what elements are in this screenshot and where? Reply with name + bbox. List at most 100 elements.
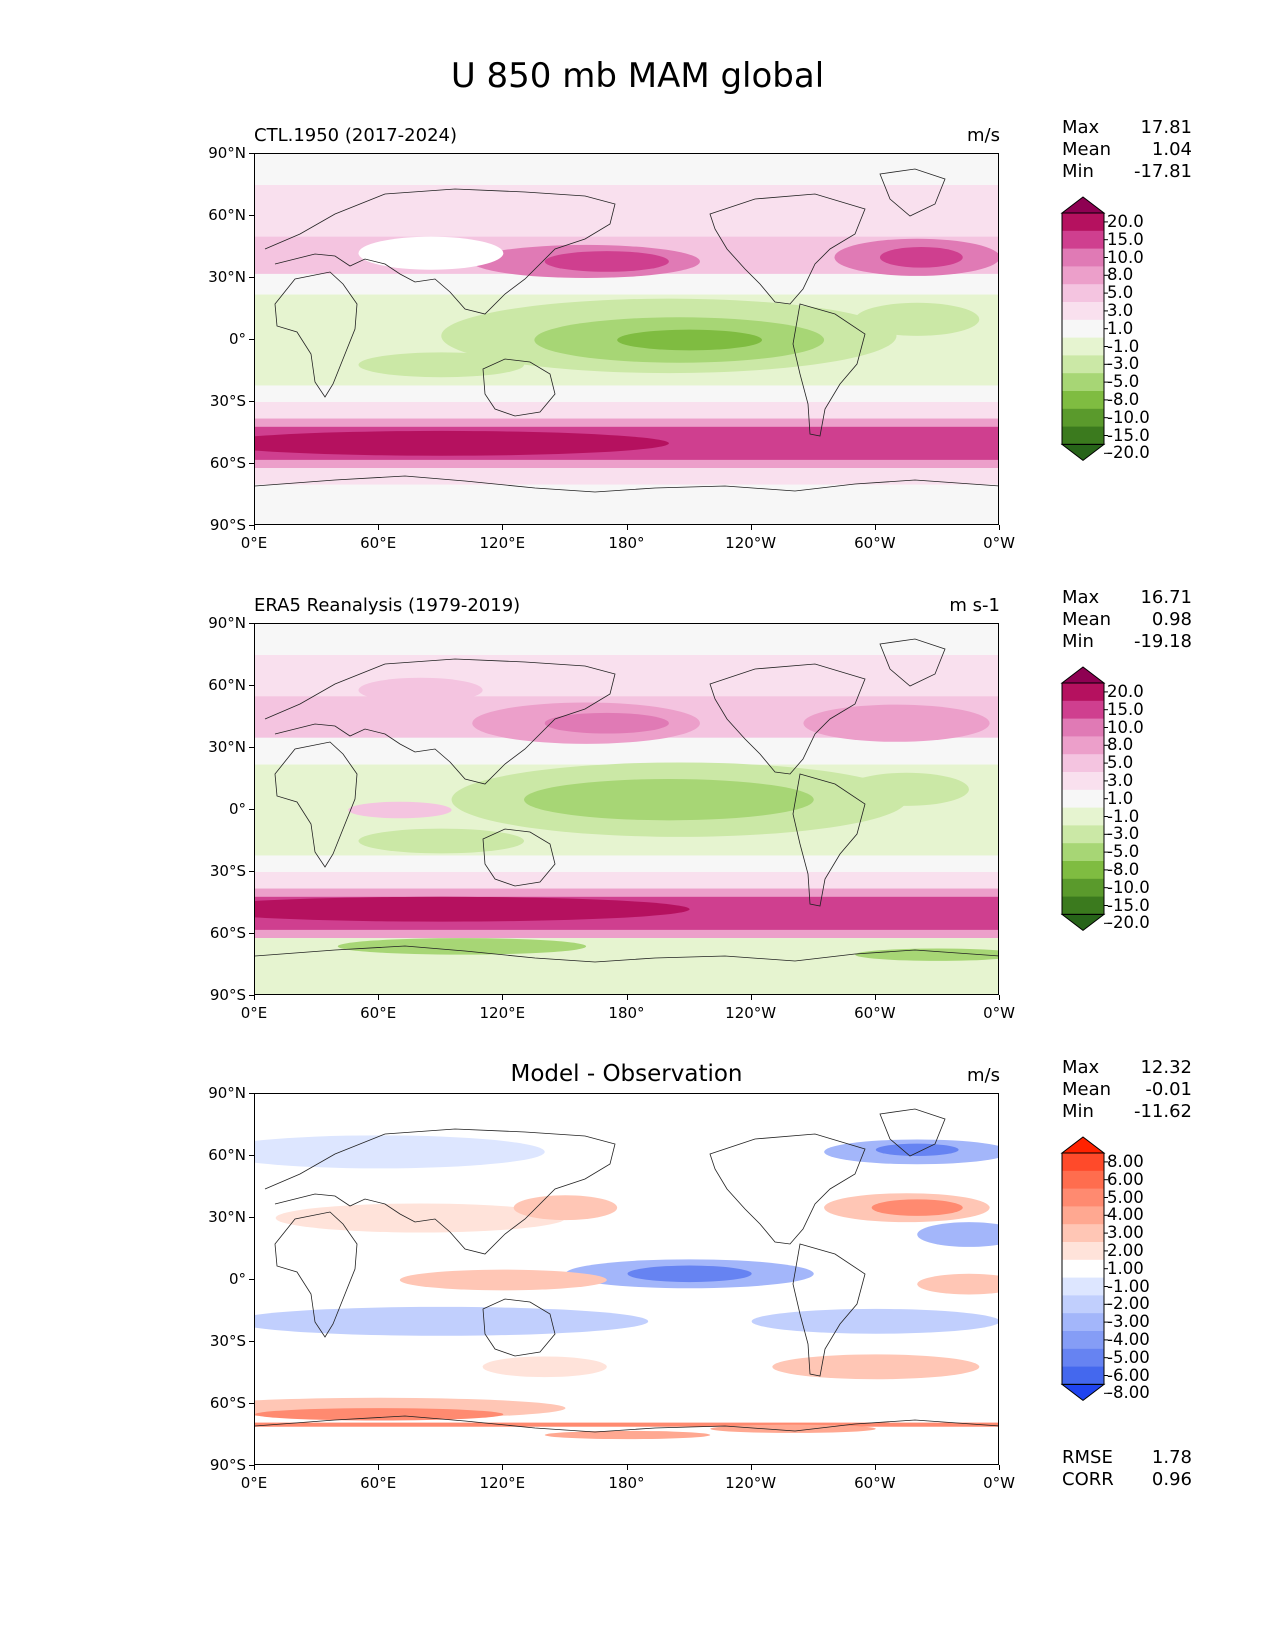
coastline bbox=[792, 773, 866, 907]
y-tick bbox=[249, 1279, 254, 1280]
x-tick bbox=[254, 995, 255, 1000]
wind-band bbox=[255, 965, 998, 994]
y-tick bbox=[249, 1403, 254, 1404]
wind-blob bbox=[255, 1135, 545, 1169]
map-plot bbox=[254, 1093, 999, 1465]
y-tick bbox=[249, 1465, 254, 1466]
colorbar-tick-label: 20.0 bbox=[1107, 681, 1144, 701]
stat-mean: Mean -0.01 bbox=[1062, 1079, 1192, 1100]
colorbar-tick-label: -8.0 bbox=[1107, 859, 1140, 879]
y-tick-label: 60°N bbox=[208, 1146, 246, 1164]
x-tick-label: 180° bbox=[608, 1474, 645, 1492]
x-tick bbox=[750, 995, 752, 1000]
y-tick-label: 0° bbox=[228, 330, 246, 348]
wind-band bbox=[255, 484, 998, 524]
y-tick-label: 30°S bbox=[209, 862, 246, 880]
x-tick-label: 120°W bbox=[725, 1474, 777, 1492]
colorbar-extend-top bbox=[1060, 1136, 1106, 1154]
stat-max: Max 17.81 bbox=[1062, 117, 1192, 138]
coastline bbox=[255, 1415, 998, 1433]
colorbar-tick-label: 5.0 bbox=[1107, 753, 1134, 773]
colorbar-bin bbox=[1062, 700, 1104, 720]
wind-blob bbox=[875, 1143, 959, 1156]
x-tick-label: 0°W bbox=[983, 1004, 1015, 1022]
y-tick bbox=[249, 1093, 254, 1094]
coastline bbox=[879, 638, 946, 687]
y-tick-label: 60°S bbox=[209, 1394, 246, 1412]
stat-min: Min -17.81 bbox=[1062, 161, 1192, 182]
colorbar-bin bbox=[1062, 825, 1104, 844]
stats-box: Max 12.32 Mean -0.01 Min -11.62 bbox=[1062, 1057, 1192, 1123]
map-plot bbox=[254, 623, 999, 995]
panel-era5: ERA5 Reanalysis (1979-2019) m s-1 90°N 60… bbox=[0, 470, 1275, 1022]
x-tick-label: 120°W bbox=[725, 1004, 777, 1022]
y-tick-label: 30°S bbox=[209, 392, 246, 410]
y-tick bbox=[249, 339, 254, 340]
colorbar-tick-label: 3.0 bbox=[1107, 770, 1134, 790]
stat-min: Min -19.18 bbox=[1062, 631, 1192, 652]
panel-diff: Model - Observation m/s 90°N 60°N 30°N 0° 30… bbox=[0, 940, 1275, 1492]
stats-box: Max 16.71 Mean 0.98 Min -19.18 bbox=[1062, 587, 1192, 653]
colorbar-bin bbox=[1062, 373, 1104, 392]
y-tick bbox=[249, 809, 254, 810]
colorbar-extend-bottom bbox=[1060, 443, 1106, 462]
colorbar-extend-top bbox=[1060, 666, 1106, 684]
colorbar-bin bbox=[1062, 1170, 1104, 1190]
y-tick-label: 90°N bbox=[208, 614, 246, 632]
x-tick bbox=[502, 525, 504, 530]
colorbar-tick-label: 6.00 bbox=[1107, 1169, 1144, 1189]
colorbar-bin bbox=[1062, 1331, 1104, 1350]
colorbar-tick-label: -10.0 bbox=[1107, 877, 1150, 897]
colorbar-extend-bottom bbox=[1060, 1383, 1106, 1402]
coastline bbox=[264, 188, 616, 315]
colorbar-tick-label: -1.0 bbox=[1107, 806, 1140, 826]
x-tick bbox=[750, 525, 752, 530]
stat-rmse: RMSE 1.78 bbox=[1062, 1447, 1192, 1468]
x-tick-label: 60°E bbox=[360, 1004, 397, 1022]
x-tick bbox=[378, 1465, 380, 1470]
x-tick-label: 60°E bbox=[360, 534, 397, 552]
wind-blob bbox=[513, 1195, 618, 1221]
stats-box: Max 17.81 Mean 1.04 Min -17.81 bbox=[1062, 117, 1192, 183]
colorbar-tick-label: 1.00 bbox=[1107, 1258, 1144, 1278]
colorbar-tick-label: 8.00 bbox=[1107, 1151, 1144, 1171]
wind-blob bbox=[255, 1408, 504, 1421]
colorbar-bin bbox=[1062, 1188, 1104, 1207]
coastline bbox=[255, 945, 998, 963]
y-tick-label: 90°N bbox=[208, 1084, 246, 1102]
panel-title: Model - Observation bbox=[510, 1061, 743, 1087]
coastline bbox=[255, 475, 998, 493]
colorbar-bin bbox=[1062, 1295, 1104, 1314]
colorbar-tick-label: -1.0 bbox=[1107, 336, 1140, 356]
wind-band bbox=[255, 872, 998, 893]
panel-title: CTL.1950 (2017-2024) bbox=[254, 125, 458, 146]
y-tick-label: 60°N bbox=[208, 676, 246, 694]
y-tick-label: 60°S bbox=[209, 924, 246, 942]
colorbar-tick-label: 4.00 bbox=[1107, 1205, 1144, 1225]
x-tick-label: 0°E bbox=[240, 1004, 268, 1022]
colorbar-tick-label: -4.00 bbox=[1107, 1329, 1150, 1349]
colorbar-bin bbox=[1062, 754, 1104, 773]
wind-blob bbox=[879, 247, 963, 268]
x-tick-label: 180° bbox=[608, 1004, 645, 1022]
x-tick-label: 120°E bbox=[479, 1004, 526, 1022]
x-tick bbox=[378, 995, 380, 1000]
colorbar-tick-label: -15.0 bbox=[1107, 895, 1150, 915]
colorbar-tick-label: 3.0 bbox=[1107, 300, 1134, 320]
wind-band bbox=[255, 468, 998, 485]
y-tick bbox=[249, 995, 254, 996]
colorbar-bin bbox=[1062, 736, 1104, 755]
y-tick-label: 90°S bbox=[209, 986, 246, 1004]
wind-blob bbox=[524, 779, 814, 821]
colorbar-tick-label: -5.0 bbox=[1107, 372, 1140, 392]
colorbar-bin bbox=[1062, 1259, 1104, 1279]
x-tick bbox=[626, 525, 628, 530]
colorbar-bin bbox=[1062, 1348, 1104, 1368]
colorbar bbox=[1060, 666, 1108, 932]
wind-blob bbox=[627, 1265, 752, 1283]
y-tick-label: 0° bbox=[228, 1270, 246, 1288]
coastline bbox=[274, 271, 358, 398]
y-tick bbox=[249, 1341, 254, 1342]
y-tick-label: 90°S bbox=[209, 1456, 246, 1474]
y-tick bbox=[249, 277, 254, 278]
